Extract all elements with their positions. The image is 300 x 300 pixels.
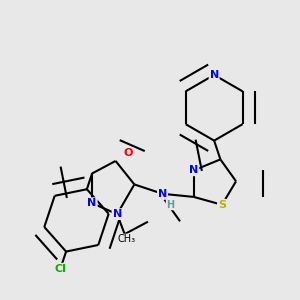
Text: N: N [158, 189, 167, 199]
Text: N: N [88, 198, 97, 208]
Text: O: O [123, 148, 133, 158]
Text: Cl: Cl [54, 264, 66, 274]
Text: S: S [218, 200, 226, 210]
Text: H: H [166, 200, 174, 210]
Text: N: N [112, 209, 122, 219]
Text: N: N [189, 165, 198, 175]
Text: N: N [209, 70, 219, 80]
Text: CH₃: CH₃ [118, 234, 136, 244]
